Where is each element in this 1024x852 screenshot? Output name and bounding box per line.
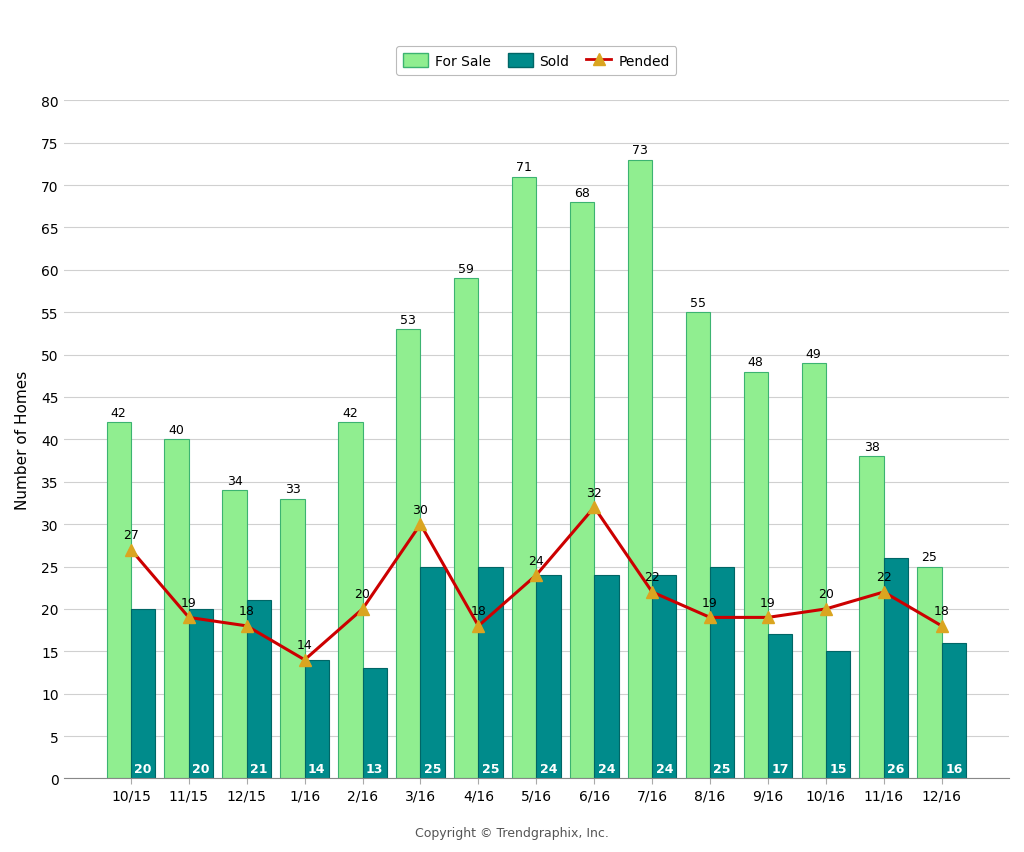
Bar [918, 567, 942, 779]
Text: 20: 20 [134, 763, 152, 775]
Bar [247, 601, 271, 779]
Text: 32: 32 [587, 486, 602, 499]
Text: 42: 42 [111, 406, 127, 419]
Legend: For Sale, Sold, Pended: For Sale, Sold, Pended [396, 47, 677, 76]
Bar [686, 313, 710, 779]
Text: 40: 40 [169, 423, 184, 436]
Text: 73: 73 [632, 144, 648, 157]
Text: 22: 22 [876, 571, 892, 584]
Text: 20: 20 [354, 588, 371, 601]
Bar [338, 423, 362, 779]
Bar [421, 567, 444, 779]
Text: 21: 21 [250, 763, 267, 775]
Bar [652, 575, 677, 779]
Text: 55: 55 [690, 296, 706, 309]
Bar [396, 330, 421, 779]
Text: 30: 30 [413, 503, 428, 516]
Bar [594, 575, 618, 779]
Text: 14: 14 [297, 638, 312, 652]
Text: 17: 17 [771, 763, 788, 775]
Text: 25: 25 [424, 763, 441, 775]
Text: 38: 38 [863, 440, 880, 453]
Text: 27: 27 [123, 528, 139, 542]
Bar [281, 499, 304, 779]
Text: 16: 16 [945, 763, 963, 775]
Text: 53: 53 [400, 314, 416, 326]
Text: 20: 20 [818, 588, 834, 601]
Text: 18: 18 [239, 605, 255, 618]
Text: 25: 25 [714, 763, 731, 775]
Text: 24: 24 [655, 763, 673, 775]
Text: 25: 25 [922, 550, 938, 563]
Text: 68: 68 [574, 187, 590, 199]
Text: 18: 18 [934, 605, 949, 618]
Text: 19: 19 [181, 596, 197, 609]
Bar [362, 669, 387, 779]
Text: 49: 49 [806, 348, 821, 360]
Text: 19: 19 [702, 596, 718, 609]
Bar [768, 635, 793, 779]
Text: 59: 59 [459, 262, 474, 275]
Bar [628, 160, 652, 779]
Bar [710, 567, 734, 779]
Bar [942, 643, 966, 779]
Bar [859, 457, 884, 779]
Text: 26: 26 [887, 763, 904, 775]
Bar [222, 491, 247, 779]
Text: 42: 42 [342, 406, 358, 419]
Text: 24: 24 [598, 763, 615, 775]
Bar [131, 609, 156, 779]
Bar [454, 279, 478, 779]
Bar [802, 364, 826, 779]
Bar [512, 177, 537, 779]
Text: 18: 18 [470, 605, 486, 618]
Bar [188, 609, 213, 779]
Text: 13: 13 [366, 763, 383, 775]
Text: 71: 71 [516, 161, 532, 174]
Text: 33: 33 [285, 483, 300, 496]
Text: Copyright © Trendgraphix, Inc.: Copyright © Trendgraphix, Inc. [415, 826, 609, 839]
Bar [478, 567, 503, 779]
Bar [743, 372, 768, 779]
Text: 34: 34 [226, 475, 243, 487]
Text: 19: 19 [760, 596, 776, 609]
Bar [304, 660, 329, 779]
Bar [884, 558, 908, 779]
Y-axis label: Number of Homes: Number of Homes [15, 371, 30, 509]
Bar [826, 652, 850, 779]
Text: 24: 24 [540, 763, 557, 775]
Bar [537, 575, 560, 779]
Text: 25: 25 [482, 763, 500, 775]
Text: 15: 15 [829, 763, 847, 775]
Text: 48: 48 [748, 356, 764, 369]
Text: 22: 22 [644, 571, 660, 584]
Bar [106, 423, 131, 779]
Text: 20: 20 [193, 763, 210, 775]
Bar [165, 440, 188, 779]
Text: 14: 14 [308, 763, 326, 775]
Text: 24: 24 [528, 554, 544, 567]
Bar [570, 203, 594, 779]
